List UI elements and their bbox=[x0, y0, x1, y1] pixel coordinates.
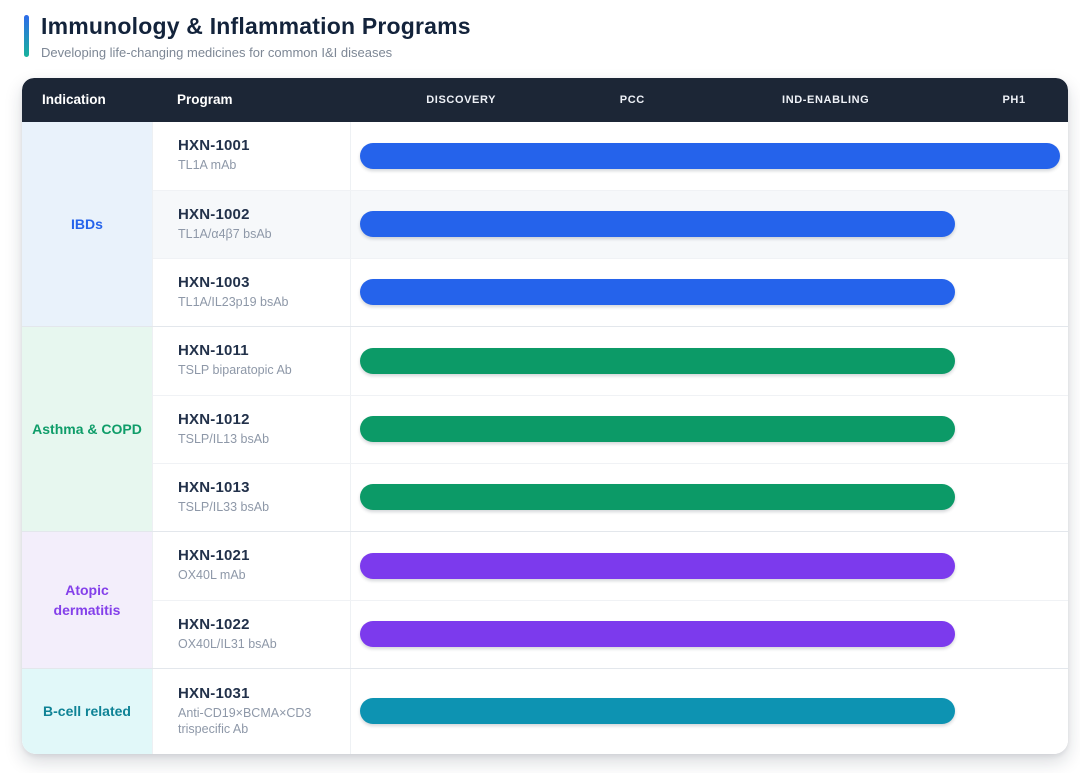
program-modality: TSLP biparatopic Ab bbox=[178, 363, 292, 378]
program-cell: HXN-1013 TSLP/IL33 bsAb bbox=[153, 464, 350, 531]
progress-track bbox=[350, 121, 1068, 190]
progress-track bbox=[350, 190, 1068, 258]
page-subtitle: Developing life-changing medicines for c… bbox=[41, 44, 393, 60]
program-modality: Anti-CD19×BCMA×CD3 trispecific Ab bbox=[178, 705, 312, 737]
indication-label: IBDs bbox=[22, 121, 152, 326]
program-cell: HXN-1001 TL1A mAb bbox=[153, 122, 350, 190]
header-text: Immunology & Inflammation Programs Devel… bbox=[29, 12, 471, 60]
program-rows: HXN-1021 OX40L mAb HXN-1022 OX40L/IL31 b… bbox=[152, 531, 1068, 668]
program-name: HXN-1012 bbox=[178, 410, 250, 428]
table-row: HXN-1002 TL1A/α4β7 bsAb bbox=[153, 189, 1068, 258]
indication-group: Atopic dermatitis HXN-1021 OX40L mAb HXN… bbox=[22, 530, 1068, 668]
progress-track bbox=[350, 258, 1068, 326]
progress-bar bbox=[360, 142, 1060, 169]
progress-bar bbox=[360, 211, 955, 238]
progress-bar bbox=[360, 698, 955, 725]
program-rows: HXN-1011 TSLP biparatopic Ab HXN-1012 TS… bbox=[152, 326, 1068, 531]
indication-group: Asthma & COPD HXN-1011 TSLP biparatopic … bbox=[22, 325, 1068, 531]
progress-track bbox=[350, 531, 1068, 600]
program-rows: HXN-1001 TL1A mAb HXN-1002 TL1A/α4β7 bsA… bbox=[152, 121, 1068, 326]
indication-label: Atopic dermatitis bbox=[22, 531, 152, 668]
progress-track bbox=[350, 395, 1068, 463]
program-cell: HXN-1031 Anti-CD19×BCMA×CD3 trispecific … bbox=[153, 669, 350, 754]
page-header: Immunology & Inflammation Programs Devel… bbox=[0, 0, 1080, 60]
table-body: IBDs HXN-1001 TL1A mAb HXN-1002 TL1A/α4β… bbox=[22, 121, 1068, 754]
phase-label-pcc: PCC bbox=[619, 93, 645, 106]
table-row: HXN-1003 TL1A/IL23p19 bsAb bbox=[153, 257, 1068, 326]
phase-label-discovery: DISCOVERY bbox=[426, 93, 497, 106]
column-header-program: Program bbox=[177, 92, 233, 108]
program-cell: HXN-1002 TL1A/α4β7 bsAb bbox=[153, 191, 350, 258]
pipeline-table: Indication Program DISCOVERY PCC IND-ENABL… bbox=[22, 77, 1068, 754]
program-name: HXN-1021 bbox=[178, 547, 250, 565]
progress-track bbox=[350, 326, 1068, 395]
program-name: HXN-1013 bbox=[178, 478, 250, 496]
progress-track bbox=[350, 463, 1068, 531]
title-accent-bar bbox=[24, 15, 29, 57]
program-modality: TL1A/IL23p19 bsAb bbox=[178, 294, 289, 309]
program-name: HXN-1001 bbox=[178, 137, 250, 155]
table-row: HXN-1013 TSLP/IL33 bsAb bbox=[153, 462, 1068, 531]
phase-label-ph1: PH1 bbox=[1002, 93, 1026, 106]
progress-bar bbox=[360, 279, 955, 306]
table-row: HXN-1021 OX40L mAb bbox=[153, 531, 1068, 600]
table-row: HXN-1022 OX40L/IL31 bsAb bbox=[153, 599, 1068, 668]
progress-bar bbox=[360, 484, 955, 511]
program-modality: TL1A/α4β7 bsAb bbox=[178, 226, 272, 241]
table-row: HXN-1031 Anti-CD19×BCMA×CD3 trispecific … bbox=[153, 668, 1068, 754]
program-name: HXN-1031 bbox=[178, 684, 250, 702]
column-header-indication: Indication bbox=[42, 92, 106, 108]
table-row: HXN-1011 TSLP biparatopic Ab bbox=[153, 326, 1068, 395]
program-name: HXN-1011 bbox=[178, 342, 249, 360]
progress-bar bbox=[360, 552, 955, 579]
program-modality: TSLP/IL33 bsAb bbox=[178, 499, 270, 514]
program-name: HXN-1003 bbox=[178, 273, 250, 291]
indication-group: IBDs HXN-1001 TL1A mAb HXN-1002 TL1A/α4β… bbox=[22, 121, 1068, 326]
program-modality: TSLP/IL13 bsAb bbox=[178, 431, 270, 446]
program-rows: HXN-1031 Anti-CD19×BCMA×CD3 trispecific … bbox=[152, 668, 1068, 754]
program-modality: TL1A mAb bbox=[178, 158, 237, 173]
program-modality: OX40L/IL31 bsAb bbox=[178, 636, 277, 651]
progress-bar bbox=[360, 416, 955, 443]
indication-group: B-cell related HXN-1031 Anti-CD19×BCMA×C… bbox=[22, 667, 1068, 754]
program-cell: HXN-1011 TSLP biparatopic Ab bbox=[153, 327, 350, 395]
table-row: HXN-1001 TL1A mAb bbox=[153, 121, 1068, 190]
progress-track bbox=[350, 600, 1068, 668]
table-header-row: Indication Program DISCOVERY PCC IND-ENABL… bbox=[22, 77, 1068, 122]
indication-label: Asthma & COPD bbox=[22, 326, 152, 531]
progress-bar bbox=[360, 621, 955, 648]
program-cell: HXN-1022 OX40L/IL31 bsAb bbox=[153, 601, 350, 668]
program-cell: HXN-1003 TL1A/IL23p19 bsAb bbox=[153, 259, 350, 326]
progress-bar bbox=[360, 347, 955, 374]
program-cell: HXN-1012 TSLP/IL13 bsAb bbox=[153, 396, 350, 463]
phase-label-ind-enabling: IND-ENABLING bbox=[782, 93, 870, 106]
program-cell: HXN-1021 OX40L mAb bbox=[153, 532, 350, 600]
table-row: HXN-1012 TSLP/IL13 bsAb bbox=[153, 394, 1068, 463]
indication-label: B-cell related bbox=[22, 668, 152, 754]
page-title: Immunology & Inflammation Programs bbox=[41, 13, 471, 39]
progress-track bbox=[350, 668, 1068, 754]
program-name: HXN-1022 bbox=[178, 615, 250, 633]
phase-header-track: DISCOVERY PCC IND-ENABLING PH1 bbox=[349, 78, 1068, 122]
program-modality: OX40L mAb bbox=[178, 568, 246, 583]
program-name: HXN-1002 bbox=[178, 205, 250, 223]
